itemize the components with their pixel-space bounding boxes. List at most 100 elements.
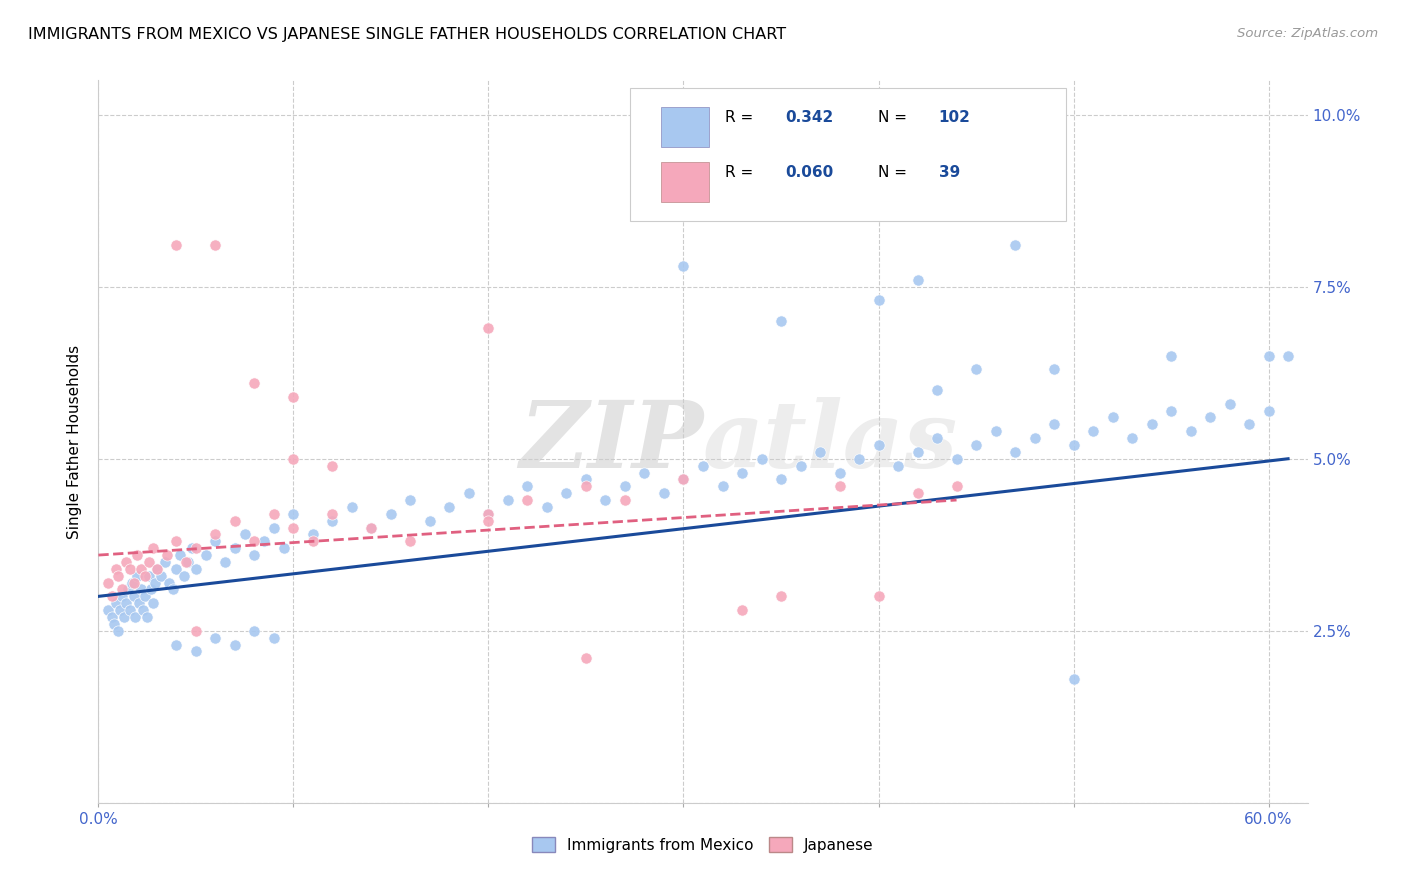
Point <box>1063 438 1085 452</box>
Point <box>808 445 831 459</box>
Point <box>751 451 773 466</box>
Text: 102: 102 <box>939 111 970 126</box>
Point <box>302 534 325 549</box>
Point <box>174 555 197 569</box>
Point <box>122 575 145 590</box>
Point <box>789 177 811 191</box>
Text: 0.060: 0.060 <box>785 165 834 180</box>
Point <box>153 555 176 569</box>
Text: IMMIGRANTS FROM MEXICO VS JAPANESE SINGLE FATHER HOUSEHOLDS CORRELATION CHART: IMMIGRANTS FROM MEXICO VS JAPANESE SINGL… <box>28 27 786 42</box>
Legend: Immigrants from Mexico, Japanese: Immigrants from Mexico, Japanese <box>524 829 882 860</box>
Point <box>907 486 929 500</box>
Point <box>731 603 754 617</box>
Point <box>496 493 519 508</box>
Point <box>887 458 910 473</box>
Point <box>131 562 153 576</box>
Point <box>360 520 382 534</box>
Point <box>142 541 165 556</box>
Point <box>399 493 422 508</box>
Point <box>672 472 695 486</box>
Point <box>868 590 890 604</box>
Point <box>111 590 134 604</box>
Text: N =: N = <box>879 165 912 180</box>
Point <box>925 431 948 445</box>
Point <box>1004 445 1026 459</box>
Point <box>243 376 266 390</box>
Point <box>184 541 207 556</box>
Point <box>477 321 499 335</box>
Point <box>1024 431 1046 445</box>
Point <box>184 562 207 576</box>
Point <box>633 466 655 480</box>
Point <box>204 238 226 252</box>
Point <box>789 458 811 473</box>
Point <box>243 548 266 562</box>
Point <box>555 486 578 500</box>
Point <box>731 466 754 480</box>
Point <box>118 562 141 576</box>
Point <box>614 493 637 508</box>
Text: 0.342: 0.342 <box>785 111 834 126</box>
Point <box>1277 349 1299 363</box>
Point <box>134 568 156 582</box>
Point <box>1237 417 1260 432</box>
Point <box>243 624 266 638</box>
Point <box>165 562 187 576</box>
Point <box>121 575 143 590</box>
Point <box>224 541 246 556</box>
Text: ZIP: ZIP <box>519 397 703 486</box>
Point <box>848 451 870 466</box>
Point <box>652 486 675 500</box>
Point <box>283 451 305 466</box>
Point <box>692 458 714 473</box>
Point <box>128 596 150 610</box>
Point <box>165 238 187 252</box>
Point <box>181 541 204 556</box>
Point <box>149 568 172 582</box>
Point <box>143 575 166 590</box>
Point <box>157 575 180 590</box>
Point <box>907 445 929 459</box>
Point <box>139 582 162 597</box>
Point <box>1063 672 1085 686</box>
Point <box>380 507 402 521</box>
Point <box>127 548 149 562</box>
Point <box>907 273 929 287</box>
Point <box>177 555 200 569</box>
Point <box>575 651 598 665</box>
Bar <box>661 162 709 202</box>
Point <box>138 555 160 569</box>
Point <box>769 590 792 604</box>
Point <box>283 520 305 534</box>
Point <box>439 500 461 514</box>
Point <box>263 631 285 645</box>
Point <box>536 500 558 514</box>
Point <box>711 479 734 493</box>
Point <box>224 514 246 528</box>
Point <box>243 534 266 549</box>
Point <box>165 638 187 652</box>
Point <box>1101 410 1123 425</box>
Point <box>165 534 187 549</box>
Point <box>1081 424 1104 438</box>
Point <box>169 548 191 562</box>
Point <box>142 596 165 610</box>
Point <box>828 479 851 493</box>
Point <box>477 507 499 521</box>
Text: atlas: atlas <box>703 397 959 486</box>
Point <box>965 362 987 376</box>
Point <box>104 562 127 576</box>
Point <box>104 596 127 610</box>
Point <box>253 534 276 549</box>
Point <box>97 575 120 590</box>
Point <box>1160 349 1182 363</box>
Point <box>769 314 792 328</box>
Point <box>477 507 499 521</box>
Point <box>224 638 246 652</box>
Point <box>263 520 285 534</box>
Point <box>945 451 967 466</box>
Point <box>136 610 159 624</box>
Point <box>419 514 441 528</box>
FancyBboxPatch shape <box>630 87 1066 221</box>
Point <box>184 624 207 638</box>
